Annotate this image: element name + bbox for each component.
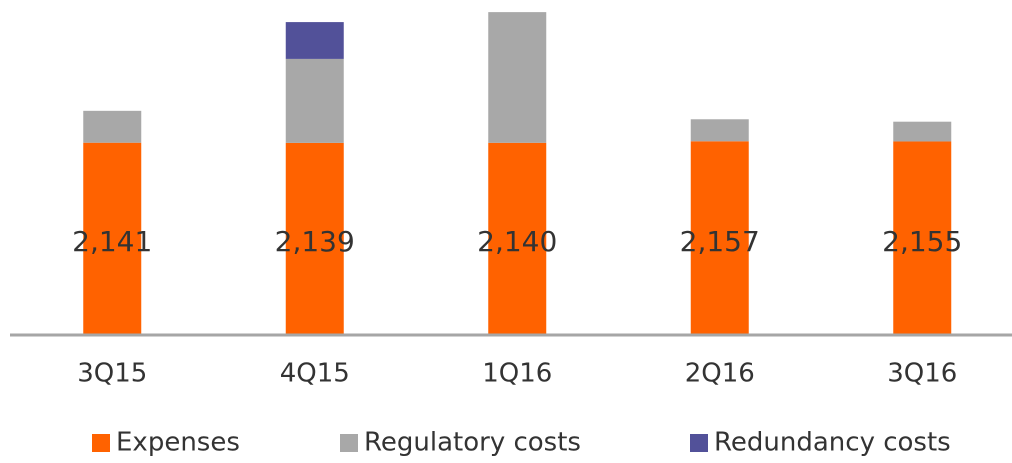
value-label: 2,155 — [882, 225, 962, 258]
bar-segment — [488, 12, 547, 143]
x-tick-label: 2Q16 — [685, 359, 755, 389]
bar-segment — [83, 142, 142, 335]
bar-segment — [83, 110, 142, 143]
x-tick-label: 1Q16 — [482, 359, 552, 389]
x-tick-label: 4Q15 — [280, 359, 350, 389]
value-label: 2,141 — [72, 225, 152, 258]
x-tick-label: 3Q15 — [77, 359, 147, 389]
bar-segment — [893, 141, 952, 335]
legend-label: Expenses — [116, 428, 240, 458]
legend-label: Redundancy costs — [714, 428, 951, 458]
bar-segment — [690, 141, 749, 335]
legend-swatch — [690, 434, 708, 452]
legend-label: Regulatory costs — [364, 428, 581, 458]
x-tick-label: 3Q16 — [887, 359, 957, 389]
bar-segment — [285, 58, 344, 143]
legend-swatch — [92, 434, 110, 452]
bar-segment — [893, 121, 952, 142]
value-label: 2,140 — [477, 225, 557, 258]
bar-segment — [690, 119, 749, 142]
legend-swatch — [340, 434, 358, 452]
bar-segment — [285, 22, 344, 59]
bar-segment — [488, 142, 547, 335]
bar-segment — [285, 142, 344, 335]
value-label: 2,157 — [680, 225, 760, 258]
value-label: 2,139 — [275, 225, 355, 258]
